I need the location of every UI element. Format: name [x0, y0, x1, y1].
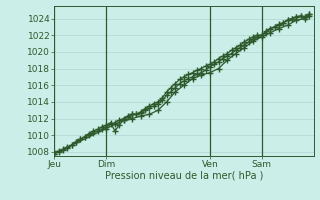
X-axis label: Pression niveau de la mer( hPa ): Pression niveau de la mer( hPa ) [105, 171, 263, 181]
